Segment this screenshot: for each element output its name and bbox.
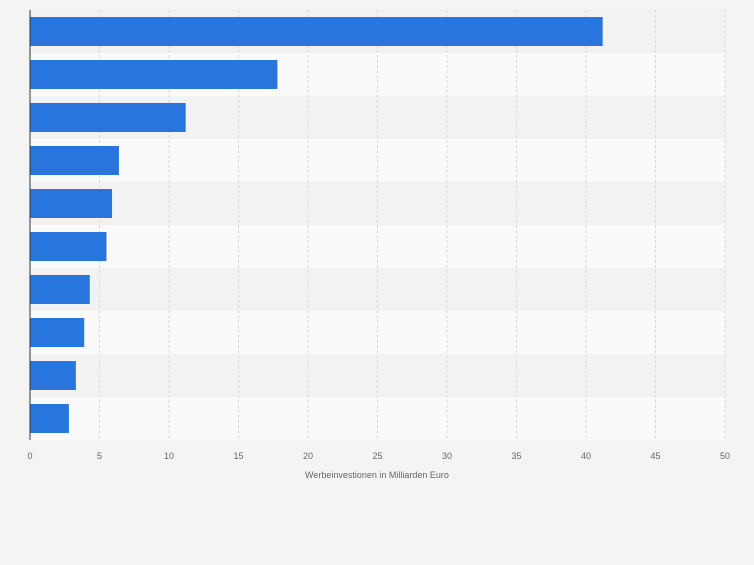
bar[interactable] xyxy=(30,146,119,175)
x-tick-label: 15 xyxy=(233,451,243,461)
x-tick-labels: 0 5 10 15 20 25 30 35 40 45 50 xyxy=(27,451,730,461)
x-axis-label: Werbeinvestionen in Milliarden Euro xyxy=(305,470,449,480)
x-tick-label: 35 xyxy=(511,451,521,461)
bar[interactable] xyxy=(30,189,113,218)
bar[interactable] xyxy=(30,404,69,433)
x-tick-label: 20 xyxy=(303,451,313,461)
row-band xyxy=(30,268,725,311)
bar[interactable] xyxy=(30,103,186,132)
row-band xyxy=(30,182,725,225)
row-band xyxy=(30,397,725,440)
x-tick-label: 40 xyxy=(581,451,591,461)
x-tick-label: 30 xyxy=(442,451,452,461)
bar[interactable] xyxy=(30,60,278,89)
x-tick-label: 50 xyxy=(720,451,730,461)
bar[interactable] xyxy=(30,232,107,261)
x-tick-label: 25 xyxy=(372,451,382,461)
x-tick-label: 10 xyxy=(164,451,174,461)
x-tick-label: 45 xyxy=(650,451,660,461)
bar[interactable] xyxy=(30,275,90,304)
bar[interactable] xyxy=(30,17,603,46)
x-tick-label: 0 xyxy=(27,451,32,461)
bars xyxy=(30,17,603,433)
bar[interactable] xyxy=(30,361,76,390)
bar[interactable] xyxy=(30,318,85,347)
x-tick-label: 5 xyxy=(97,451,102,461)
